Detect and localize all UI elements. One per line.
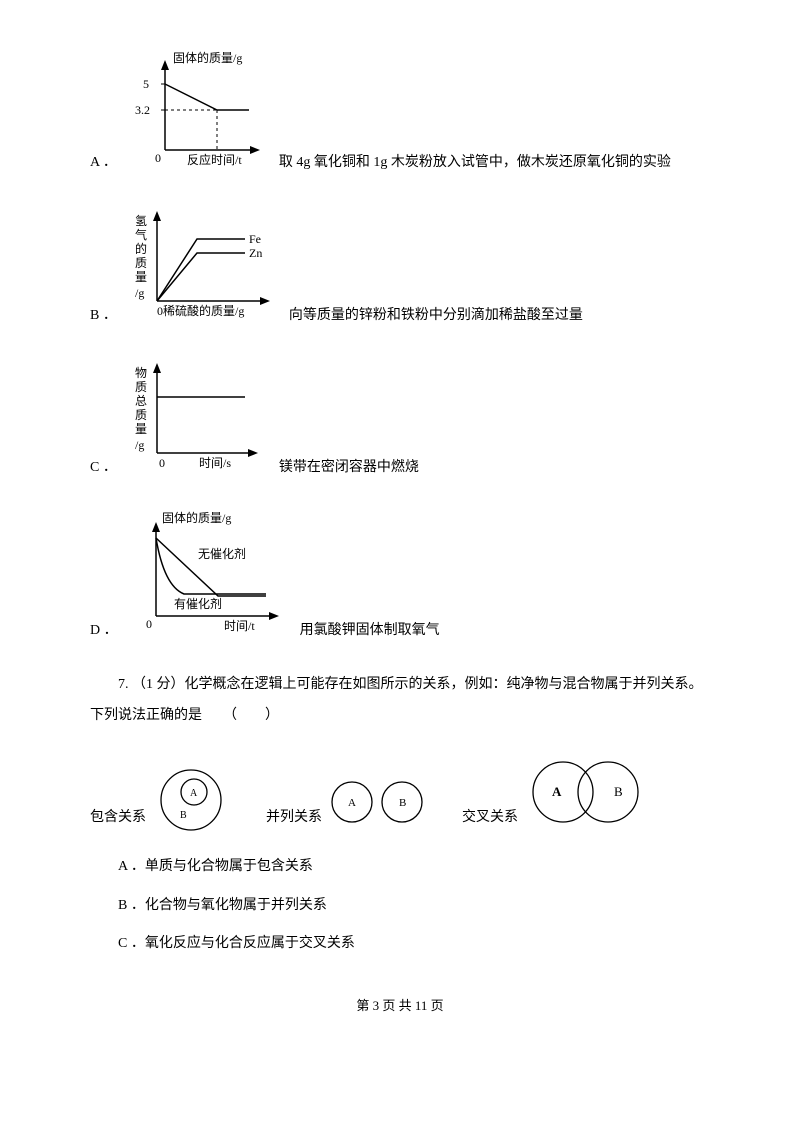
relation-diagrams: 包含关系 A B 并列关系 A B 交叉关系 A B bbox=[90, 752, 710, 832]
axis-y-label: 固体的质量/g bbox=[173, 50, 242, 65]
intersect-a: A bbox=[552, 784, 562, 799]
ylabel-c-2: 总 bbox=[135, 394, 147, 408]
option-b-row: B ． 氢 气 的 质 量 /g Fe Zn 0稀硫酸的质量/g 向等质量的锌粉… bbox=[90, 203, 710, 334]
relation-intersect-label: 交叉关系 bbox=[462, 805, 518, 832]
option-b-text: 向等质量的锌粉和铁粉中分别滴加稀盐酸至过量 bbox=[289, 303, 583, 330]
origin-label: 0 bbox=[155, 151, 161, 165]
option-a-letter: A ． bbox=[90, 150, 117, 177]
option-a-graph: 固体的质量/g 5 3.2 0 反应时间/t bbox=[127, 50, 267, 181]
include-diagram: A B bbox=[146, 762, 236, 832]
relation-parallel-label: 并列关系 bbox=[266, 805, 322, 832]
y-tick-5: 5 bbox=[143, 77, 149, 91]
series-cat: 有催化剂 bbox=[174, 596, 222, 611]
series-nocat: 无催化剂 bbox=[198, 546, 246, 561]
option-a-row: A ． 固体的质量/g 5 3.2 0 反应时间/t 取 4g 氧化铜和 1g … bbox=[90, 50, 710, 181]
option-c-row: C ． 物 质 总 质 量 /g 0 时间/s 镁带在密闭容器中燃烧 bbox=[90, 355, 710, 486]
option-c-graph: 物 质 总 质 量 /g 0 时间/s bbox=[127, 355, 267, 486]
axis-y-label-d: 固体的质量/g bbox=[162, 510, 231, 525]
ylabel-c-0: 物 bbox=[135, 366, 147, 380]
option-a-text: 取 4g 氧化铜和 1g 木炭粉放入试管中，做木炭还原氧化铜的实验 bbox=[279, 150, 671, 177]
page-footer: 第 3 页 共 11 页 bbox=[90, 994, 710, 1019]
option-d-graph: 固体的质量/g 无催化剂 有催化剂 0 时间/t bbox=[128, 508, 288, 649]
axis-x-label: 反应时间/t bbox=[187, 152, 242, 167]
ylabel-b-0: 氢 bbox=[135, 213, 147, 228]
q7-choice-b: B ．化合物与氧化物属于并列关系 bbox=[90, 893, 710, 920]
origin-d: 0 bbox=[146, 617, 152, 631]
origin-c: 0 bbox=[159, 456, 165, 470]
intersect-diagram: A B bbox=[518, 752, 648, 832]
option-d-text: 用氯酸钾固体制取氧气 bbox=[300, 618, 440, 645]
parallel-diagram: A B bbox=[322, 762, 432, 832]
option-b-graph: 氢 气 的 质 量 /g Fe Zn 0稀硫酸的质量/g bbox=[127, 203, 277, 334]
intersect-b: B bbox=[614, 784, 623, 799]
ylabel-c-3: 质 bbox=[135, 408, 147, 422]
option-b-letter: B ． bbox=[90, 303, 117, 330]
axis-x-label-c: 时间/s bbox=[199, 456, 231, 470]
series-zn: Zn bbox=[249, 246, 262, 260]
relation-include: 包含关系 A B bbox=[90, 762, 236, 832]
axis-x-label-d: 时间/t bbox=[224, 619, 255, 633]
q7-stem: 7. （1 分）化学概念在逻辑上可能存在如图所示的关系，例如：纯净物与混合物属于… bbox=[90, 670, 710, 732]
y-tick-32: 3.2 bbox=[135, 103, 150, 117]
axis-x-label-b: 0稀硫酸的质量/g bbox=[157, 303, 244, 318]
ylabel-b-1: 气 bbox=[135, 227, 147, 242]
option-c-text: 镁带在密闭容器中燃烧 bbox=[279, 455, 419, 482]
parallel-b: B bbox=[399, 797, 406, 809]
option-d-letter: D ． bbox=[90, 618, 118, 645]
ylabel-c-1: 质 bbox=[135, 380, 147, 394]
series-fe: Fe bbox=[249, 232, 261, 246]
option-c-letter: C ． bbox=[90, 455, 117, 482]
parallel-a: A bbox=[348, 797, 356, 809]
ylabel-b-unit: /g bbox=[135, 286, 144, 300]
relation-intersect: 交叉关系 A B bbox=[462, 752, 648, 832]
relation-parallel: 并列关系 A B bbox=[266, 762, 432, 832]
relation-include-label: 包含关系 bbox=[90, 805, 146, 832]
ylabel-c-unit: /g bbox=[135, 438, 144, 452]
option-d-row: D ． 固体的质量/g 无催化剂 有催化剂 0 时间/t 用氯酸钾固体制取氧气 bbox=[90, 508, 710, 649]
include-b: B bbox=[180, 810, 187, 821]
ylabel-b-2: 的 bbox=[135, 241, 147, 256]
ylabel-b-4: 量 bbox=[135, 270, 147, 284]
q7-choice-a: A ．单质与化合物属于包含关系 bbox=[90, 854, 710, 881]
ylabel-c-4: 量 bbox=[135, 422, 147, 436]
q7-choice-c: C ．氧化反应与化合反应属于交叉关系 bbox=[90, 931, 710, 958]
include-a: A bbox=[190, 788, 198, 799]
ylabel-b-3: 质 bbox=[135, 256, 147, 270]
